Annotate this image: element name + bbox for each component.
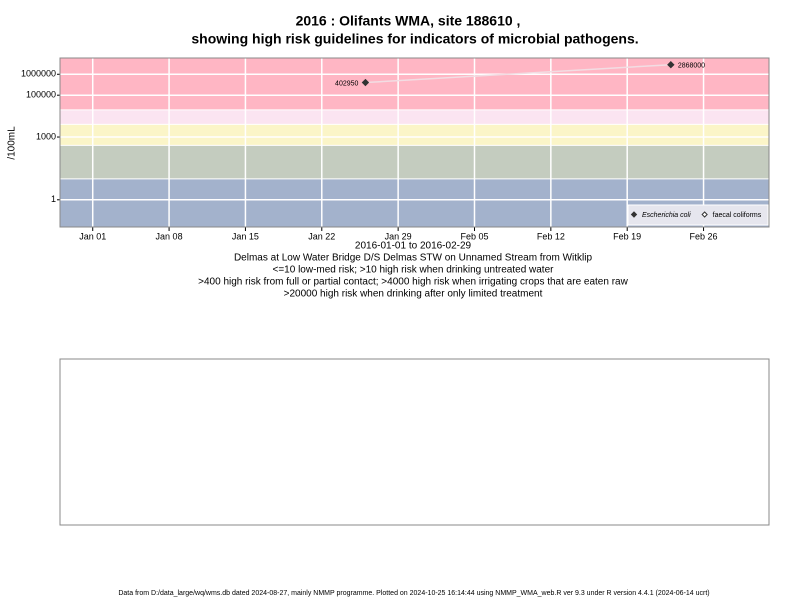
y-tick-label: 100000 [26,90,56,100]
legend-marker [630,211,638,218]
x-tick-label: Jan 29 [385,231,412,241]
legend-marker [701,211,708,218]
x-tick-label: Feb 05 [460,231,488,241]
plot-frame [59,57,770,228]
risk-band [60,58,769,110]
chart-title: 2016 : Olifants WMA, site 188610 , [296,13,521,29]
y-tick-label: 1000000 [21,69,56,79]
series-line [365,63,671,84]
x-tick-label: Jan 15 [232,231,259,241]
x-tick-label: Feb 19 [613,231,641,241]
risk-band [60,109,769,125]
data-point [361,78,370,87]
legend-box [627,204,769,226]
chart-title: showing high risk guidelines for indicat… [191,31,638,47]
empty-panel [59,358,770,526]
legend-label: faecal coliforms [713,212,762,219]
x-tick-label: Feb 12 [537,231,565,241]
y-tick-label: 1 [51,194,56,204]
risk-band [60,145,769,179]
legend-label: Escherichia coli [642,212,691,219]
x-axis-label: 2016-01-01 to 2016-02-29 [355,241,472,252]
x-tick-label: Jan 22 [308,231,335,241]
note: <=10 low-med risk; >10 high risk when dr… [273,265,555,276]
footer: Data from D:/data_large/wq/wms.db dated … [118,590,709,597]
note: >400 high risk from full or partial cont… [198,277,628,288]
data-label: 402950 [335,80,358,87]
note: Delmas at Low Water Bridge D/S Delmas ST… [234,253,593,264]
data-point [667,60,675,69]
data-label: 2868000 [678,63,705,70]
x-tick-label: Jan 08 [156,231,183,241]
y-tick-label: 1000 [36,131,56,141]
risk-band [60,124,769,146]
x-tick-label: Jan 01 [79,231,106,241]
note: >20000 high risk when drinking after onl… [284,289,543,300]
y-axis-label: /100mL [7,126,18,160]
x-tick-label: Feb 26 [690,231,718,241]
